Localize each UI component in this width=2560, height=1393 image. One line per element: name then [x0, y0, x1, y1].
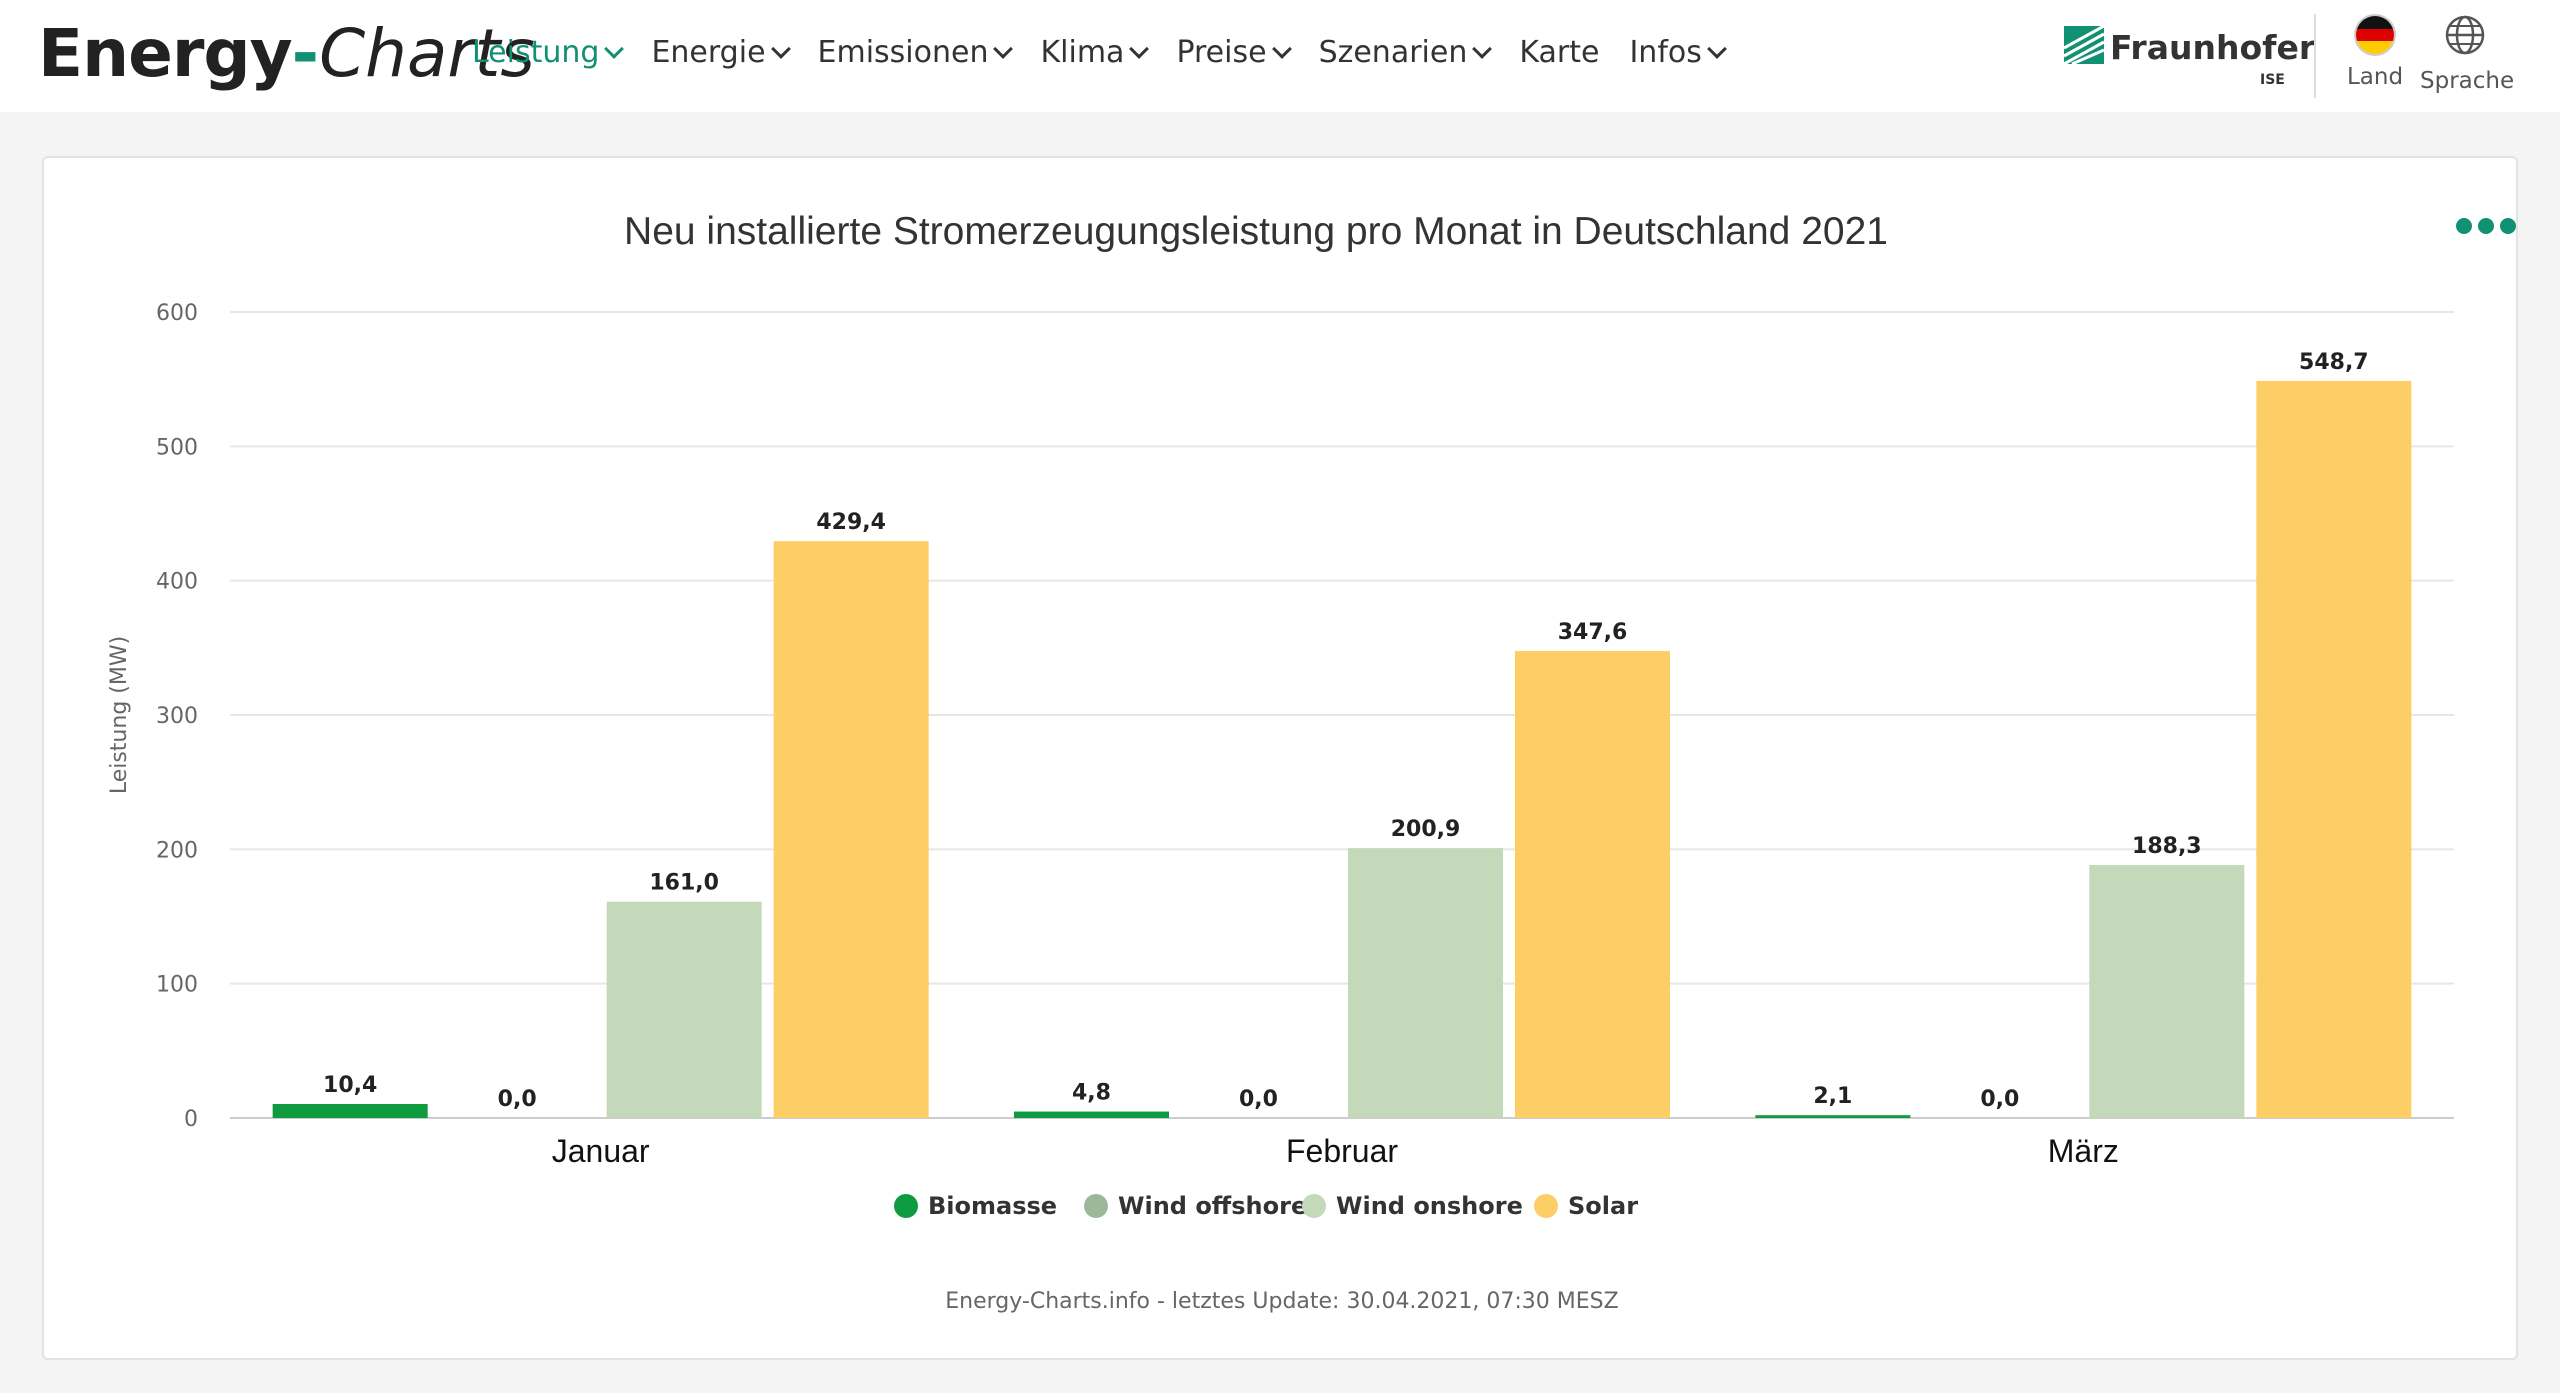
nav-item-emissionen[interactable]: Emissionen: [817, 30, 1014, 74]
bar-solar: [2256, 380, 2412, 1119]
energy-charts-logo[interactable]: Energy-Charts: [38, 14, 535, 94]
y-axis-label: Leistung (MW): [107, 636, 132, 794]
nav-label: Emissionen: [817, 34, 989, 70]
chart-menu-button[interactable]: [2456, 218, 2516, 234]
data-label: 2,1: [1813, 1084, 1852, 1109]
data-label: 10,4: [323, 1073, 377, 1098]
nav-label: Szenarien: [1318, 34, 1468, 70]
chevron-down-icon: [1129, 39, 1150, 59]
nav-label: Infos: [1629, 34, 1702, 70]
sprache-label: Sprache: [2420, 68, 2515, 94]
germany-flag-icon: [2354, 14, 2396, 56]
chart-title: Neu installierte Stromerzeugungsleistung…: [624, 210, 1888, 253]
globe-icon: [2445, 15, 2485, 55]
data-label: 0,0: [498, 1087, 537, 1112]
chevron-down-icon: [1706, 39, 1727, 59]
nav-item-leistung[interactable]: Leistung: [472, 30, 625, 74]
nav-item-preise[interactable]: Preise: [1176, 30, 1292, 74]
data-label: 0,0: [1239, 1087, 1278, 1112]
y-tick-label: 0: [184, 1107, 198, 1132]
data-label: 4,8: [1072, 1081, 1111, 1106]
bar-wind-onshore: [2089, 865, 2245, 1118]
nav-label: Leistung: [472, 34, 600, 70]
x-tick-label: Januar: [552, 1133, 650, 1169]
logo-part-energy: Energy: [38, 15, 293, 92]
y-tick-label: 300: [156, 704, 198, 729]
nav-item-infos[interactable]: Infos: [1629, 30, 1727, 74]
y-tick-label: 100: [156, 973, 198, 998]
legend-marker: [1534, 1194, 1558, 1218]
legend-label: Wind onshore: [1336, 1192, 1523, 1220]
bar-solar: [773, 541, 929, 1118]
nav-item-szenarien[interactable]: Szenarien: [1318, 30, 1493, 74]
chevron-down-icon: [770, 39, 791, 59]
x-tick-label: März: [2048, 1133, 2119, 1169]
data-label: 200,9: [1391, 817, 1461, 842]
bar-solar: [1515, 651, 1670, 1118]
data-label: 188,3: [2132, 834, 2202, 859]
legend-label: Wind offshore: [1118, 1192, 1307, 1220]
header-divider: [2314, 14, 2316, 98]
nav-item-energie[interactable]: Energie: [651, 30, 791, 74]
sprache-selector[interactable]: Sprache: [2420, 14, 2515, 98]
menu-dot: [2500, 218, 2516, 234]
main-nav: Leistung Energie Emissionen Klima Preise Szen…: [472, 30, 1754, 74]
menu-dot: [2456, 218, 2472, 234]
legend-label: Biomasse: [928, 1192, 1057, 1220]
nav-label: Energie: [651, 34, 766, 70]
bar-biomasse: [1755, 1115, 1911, 1118]
fraunhofer-sub: ISE: [2260, 72, 2285, 88]
bar-chart: Neu installierte Stromerzeugungsleistung…: [107, 210, 2454, 1220]
chart-card: Neu installierte Stromerzeugungsleistung…: [42, 156, 2518, 1360]
nav-label: Preise: [1176, 34, 1267, 70]
legend-label: Solar: [1568, 1192, 1638, 1220]
chevron-down-icon: [1472, 39, 1493, 59]
data-label: 347,6: [1558, 620, 1628, 645]
y-tick-label: 500: [156, 435, 198, 460]
logo-dash: -: [291, 15, 320, 92]
data-label: 0,0: [1980, 1087, 2019, 1112]
data-label: 429,4: [816, 510, 886, 535]
y-tick-label: 600: [156, 301, 198, 326]
land-label: Land: [2346, 64, 2404, 90]
nav-label: Karte: [1519, 34, 1600, 70]
update-footer: Energy-Charts.info - letztes Update: 30.…: [945, 1289, 1619, 1314]
bar-wind-onshore: [1348, 848, 1503, 1118]
data-label: 161,0: [649, 871, 719, 896]
top-bar: Energy-Charts Leistung Energie Emissionen K…: [0, 0, 2560, 112]
nav-item-klima[interactable]: Klima: [1040, 30, 1150, 74]
bar-wind-onshore: [606, 901, 762, 1118]
menu-dot: [2478, 218, 2494, 234]
bar-biomasse: [272, 1104, 428, 1118]
fraunhofer-logo[interactable]: Fraunhofer ISE: [2064, 26, 2315, 96]
nav-item-karte[interactable]: Karte: [1519, 30, 1599, 74]
fraunhofer-name: Fraunhofer: [2110, 28, 2316, 67]
legend-marker: [894, 1194, 918, 1218]
y-tick-label: 400: [156, 570, 198, 595]
nav-label: Klima: [1040, 34, 1125, 70]
legend-marker: [1302, 1194, 1326, 1218]
chevron-down-icon: [993, 39, 1014, 59]
legend-marker: [1084, 1194, 1108, 1218]
fraunhofer-mark-icon: [2064, 26, 2104, 64]
x-tick-label: Februar: [1286, 1133, 1398, 1169]
data-label: 548,7: [2299, 350, 2369, 375]
land-selector[interactable]: Land: [2340, 14, 2410, 98]
chevron-down-icon: [604, 39, 625, 59]
chevron-down-icon: [1271, 39, 1292, 59]
y-tick-label: 200: [156, 838, 198, 863]
bar-biomasse: [1014, 1111, 1169, 1118]
logo-part-charts: Charts: [319, 15, 535, 92]
